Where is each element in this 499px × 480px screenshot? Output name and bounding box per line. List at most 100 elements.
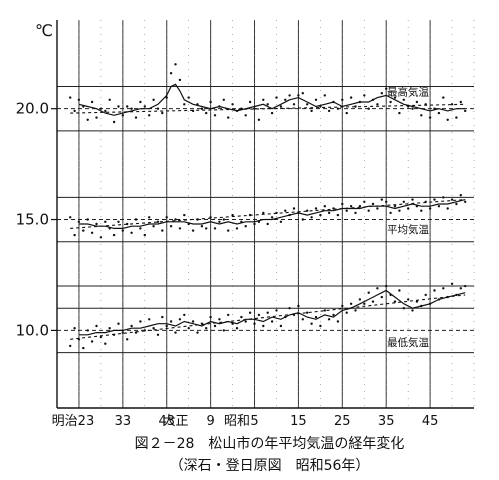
annual-point — [407, 105, 410, 108]
annual-point — [73, 233, 76, 237]
annual-point — [306, 209, 309, 212]
annual-point — [288, 307, 291, 310]
smoothed-line — [78, 199, 466, 229]
x-tick-label: 大正 — [163, 414, 189, 429]
annual-point — [108, 327, 111, 330]
annual-point — [270, 320, 274, 323]
annual-point — [191, 229, 195, 232]
annual-point — [314, 315, 318, 319]
annual-point — [266, 103, 269, 106]
annual-point — [376, 207, 379, 210]
y-tick-label: 15.0 — [16, 211, 49, 229]
annual-point — [354, 105, 357, 108]
annual-point — [161, 111, 164, 115]
annual-point — [82, 105, 85, 108]
annual-point — [156, 333, 160, 336]
annual-point — [323, 309, 326, 312]
annual-point — [117, 220, 120, 223]
annual-point — [244, 225, 247, 228]
annual-point — [248, 311, 252, 314]
annual-point — [169, 320, 173, 323]
annual-point — [191, 320, 195, 323]
annual-point — [319, 324, 322, 328]
annual-point — [358, 100, 362, 104]
annual-point — [104, 220, 107, 223]
annual-point — [148, 114, 151, 117]
annual-point — [459, 287, 462, 290]
annual-point — [130, 324, 133, 328]
annual-point — [380, 92, 383, 95]
annual-point — [112, 233, 116, 237]
annual-point — [327, 109, 331, 113]
annual-point — [156, 220, 160, 223]
annual-point — [69, 216, 72, 219]
annual-point — [442, 196, 445, 199]
annual-point — [235, 227, 239, 230]
trend-line — [70, 199, 466, 229]
y-tick-label: 10.0 — [16, 321, 49, 339]
annual-point — [376, 287, 379, 290]
annual-point — [209, 100, 212, 104]
annual-point — [411, 198, 414, 201]
annual-point — [178, 318, 182, 321]
annual-point — [341, 202, 344, 206]
series-label: 最高気温 — [387, 85, 429, 98]
annual-point — [380, 295, 383, 299]
annual-point — [402, 98, 405, 102]
annual-point — [134, 218, 138, 221]
annual-point — [349, 96, 353, 99]
annual-point — [398, 111, 401, 115]
annual-point — [95, 324, 98, 328]
x-tick-label: 9 — [206, 414, 214, 429]
annual-point — [415, 100, 419, 104]
annual-point — [139, 320, 142, 323]
annual-point — [174, 63, 177, 66]
annual-point — [301, 218, 304, 221]
annual-point — [240, 220, 243, 223]
annual-point — [393, 205, 397, 208]
annual-point — [218, 318, 221, 321]
annual-point — [200, 225, 204, 228]
annual-point — [349, 205, 353, 208]
x-tick-label: 5 — [250, 414, 258, 429]
annual-point — [82, 229, 85, 232]
annual-point — [117, 105, 120, 108]
annual-point — [130, 231, 133, 234]
annual-point — [148, 216, 151, 219]
annual-point — [464, 109, 467, 113]
series-group — [69, 194, 467, 239]
annual-point — [319, 105, 322, 108]
annual-point — [341, 98, 344, 102]
annual-point — [69, 344, 72, 348]
annual-point — [165, 324, 168, 328]
annual-point — [446, 118, 449, 122]
annual-point — [420, 209, 423, 212]
annual-point — [218, 220, 221, 223]
annual-point — [95, 222, 98, 226]
annual-point — [196, 218, 199, 221]
annual-point — [270, 216, 274, 219]
annual-point — [143, 233, 146, 237]
annual-point — [327, 318, 331, 321]
annual-point — [428, 207, 432, 210]
series-label: 最低気温 — [387, 336, 429, 349]
annual-point — [139, 227, 142, 230]
grid-layer — [56, 20, 475, 408]
annual-point — [345, 311, 348, 314]
annual-point — [284, 315, 287, 319]
annual-point — [90, 340, 94, 343]
annual-point — [284, 98, 287, 102]
annual-point — [218, 105, 221, 108]
annual-point — [349, 302, 353, 305]
annual-point — [446, 295, 449, 299]
figure-caption: 図２－28 松山市の年平均気温の経年変化 — [134, 436, 405, 452]
annual-point — [178, 78, 182, 82]
annual-point — [385, 200, 388, 203]
annual-point — [433, 198, 436, 201]
annual-point — [104, 109, 107, 113]
annual-point — [99, 236, 103, 239]
smoothed-line — [78, 289, 466, 336]
annual-point — [244, 320, 247, 323]
annual-point — [248, 100, 252, 104]
annual-point — [433, 289, 436, 292]
